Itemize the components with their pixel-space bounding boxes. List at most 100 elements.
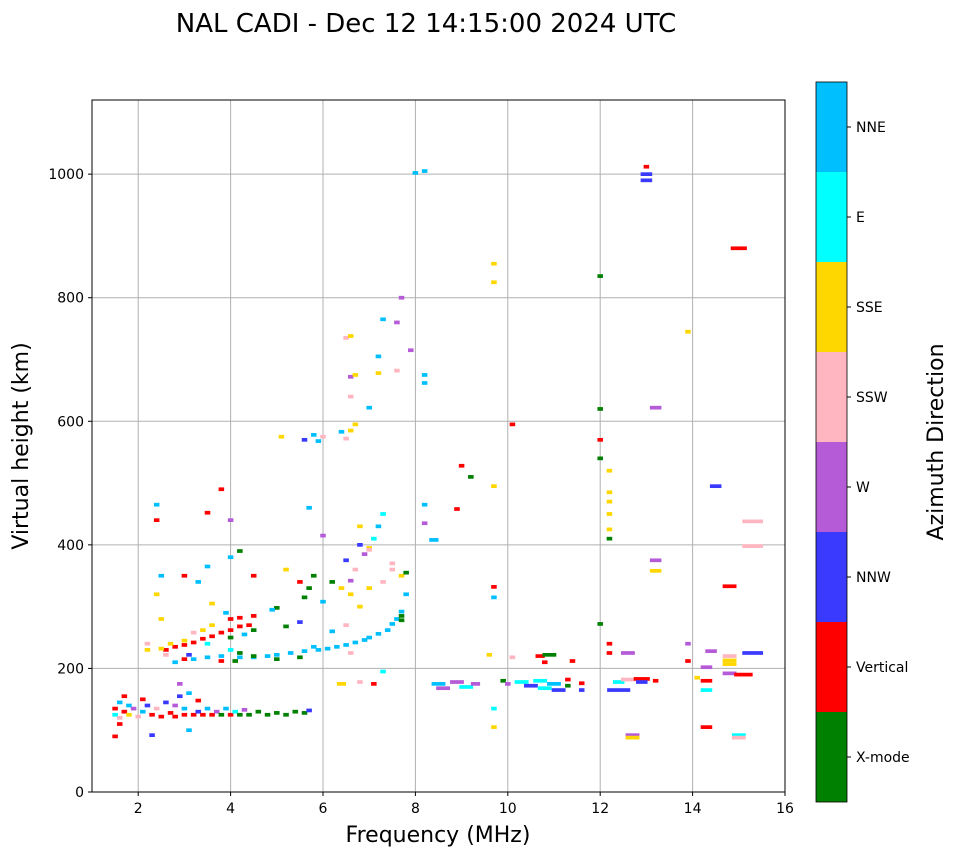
data-point-nne [431, 682, 446, 686]
data-point-nne [181, 706, 188, 711]
data-point-w [450, 680, 464, 684]
data-point-ssw [389, 567, 396, 572]
data-point-vertical [227, 628, 234, 632]
data-point-e [514, 680, 529, 684]
data-point-x-mode [297, 655, 303, 660]
data-point-e [459, 685, 474, 689]
data-point-e [491, 706, 497, 711]
data-point-nne [398, 609, 405, 614]
data-point-sse [491, 725, 497, 729]
data-point-ssw [343, 623, 349, 628]
data-point-sse [158, 617, 165, 621]
data-point-vertical [227, 712, 234, 717]
data-point-vertical [190, 712, 197, 717]
data-point-w [227, 518, 234, 522]
data-point-w [177, 682, 183, 686]
data-point-w [436, 686, 451, 691]
data-point-w [213, 709, 220, 714]
data-point-nne [324, 646, 331, 651]
data-point-e [380, 512, 386, 516]
data-point-ssw [620, 677, 635, 682]
data-point-e [204, 641, 211, 646]
data-point-nne [429, 538, 439, 542]
data-point-vertical [535, 654, 545, 658]
colorbar-tick-label: X-mode [856, 750, 910, 766]
data-point-x-mode [283, 624, 289, 629]
data-point-x-mode [597, 407, 603, 411]
data-point-vertical [237, 624, 243, 629]
data-point-sse [352, 373, 359, 377]
data-point-nne [384, 628, 391, 632]
x-tick-label: 4 [226, 801, 235, 817]
data-point-e [112, 712, 118, 717]
data-point-x-mode [274, 711, 280, 715]
data-point-vertical [158, 714, 165, 719]
data-point-ssw [394, 368, 400, 373]
x-tick-label: 8 [411, 801, 420, 817]
data-point-nne [310, 644, 317, 649]
data-point-x-mode [329, 580, 336, 584]
data-point-vertical [633, 677, 650, 681]
data-point-x-mode [283, 712, 289, 717]
data-point-ssw [742, 544, 764, 548]
data-point-sse [486, 652, 493, 657]
data-point-vertical [652, 678, 659, 683]
data-point-nne [186, 691, 192, 695]
data-point-x-mode [218, 712, 225, 717]
data-point-sse [722, 662, 737, 666]
data-point-nne [375, 354, 382, 359]
data-point-nne [338, 429, 345, 434]
data-point-nnw [551, 688, 566, 692]
data-point-x-mode [500, 678, 506, 683]
data-point-vertical [195, 698, 202, 703]
data-point-nne [237, 655, 243, 660]
data-point-nnw [195, 709, 202, 714]
data-point-x-mode [310, 573, 317, 578]
data-point-nnw [607, 688, 631, 692]
data-point-sse [649, 568, 662, 573]
data-point-vertical [246, 623, 252, 628]
data-point-nnw [306, 708, 312, 713]
data-point-vertical [172, 714, 178, 719]
data-point-sse [181, 638, 188, 643]
data-point-w [705, 649, 717, 653]
data-point-ssw [357, 680, 363, 684]
data-point-sse [347, 334, 354, 338]
data-point-nne [343, 643, 349, 647]
data-point-nne [421, 502, 428, 507]
data-point-nne [218, 654, 225, 658]
data-point-sse [158, 646, 165, 651]
colorbar-segment [816, 262, 847, 352]
x-axis-label: Frequency (MHz) [346, 823, 531, 848]
data-point-w [347, 374, 354, 379]
data-point-vertical [167, 711, 174, 715]
data-point-sse [283, 567, 289, 572]
data-point-w [649, 405, 662, 410]
data-point-ssw [163, 652, 169, 657]
data-point-vertical [250, 573, 257, 578]
data-point-vertical [297, 580, 303, 584]
data-point-e [371, 536, 377, 541]
y-tick-label: 600 [57, 414, 84, 430]
data-point-sse [366, 586, 372, 590]
data-point-sse [278, 434, 285, 439]
colorbar-segment [816, 532, 847, 622]
data-point-nne [241, 632, 248, 637]
colorbar-segment [816, 622, 847, 712]
data-point-w [394, 320, 400, 325]
data-point-vertical [153, 518, 160, 522]
data-point-sse [606, 490, 613, 495]
data-point-sse [357, 524, 363, 529]
colorbar-segment [816, 352, 847, 442]
y-axis-label: Virtual height (km) [9, 342, 34, 549]
data-point-vertical [565, 677, 571, 682]
data-point-vertical [371, 682, 377, 686]
data-point-vertical [569, 659, 576, 663]
data-point-vertical [181, 643, 188, 647]
data-point-vertical [190, 640, 197, 645]
data-point-sse [606, 512, 613, 516]
data-point-nne [361, 638, 368, 642]
data-point-x-mode [237, 549, 243, 553]
data-point-vertical [200, 636, 206, 641]
data-point-e [533, 678, 548, 683]
